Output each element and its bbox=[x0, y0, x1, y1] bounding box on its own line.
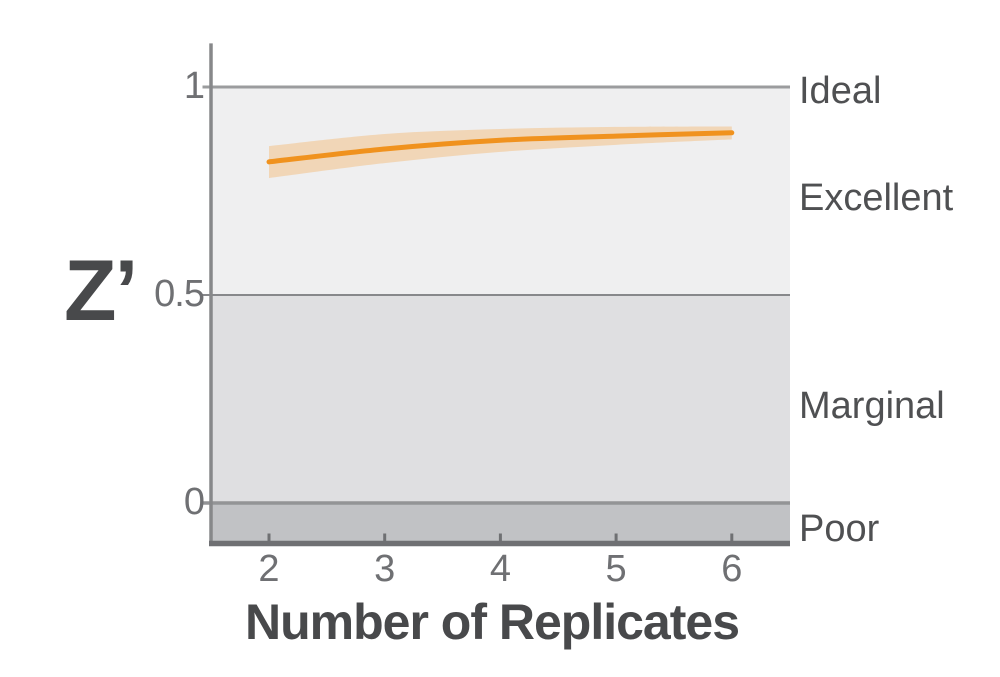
confidence-band bbox=[269, 126, 732, 179]
y-tick-label-0: 0 bbox=[183, 481, 205, 524]
x-tick-label-3: 3 bbox=[374, 548, 396, 590]
zone-marginal bbox=[211, 295, 790, 503]
y-tick-label-0.5: 0.5 bbox=[154, 273, 205, 316]
x-tick-label-4: 4 bbox=[489, 548, 511, 590]
y-tick-label-1: 1 bbox=[183, 65, 205, 108]
zone-label-ideal: Ideal bbox=[799, 70, 882, 113]
x-axis-title: Number of Replicates bbox=[244, 594, 740, 650]
x-tick-label-2: 2 bbox=[258, 548, 280, 590]
x-tick-label-5: 5 bbox=[605, 548, 627, 590]
x-tick-label-6: 6 bbox=[721, 548, 743, 590]
zone-label-marginal: Marginal bbox=[799, 385, 945, 428]
zone-ideal bbox=[211, 43, 790, 87]
zone-excellent bbox=[211, 87, 790, 295]
zone-label-poor: Poor bbox=[799, 507, 880, 550]
zone-label-excellent: Excellent bbox=[799, 177, 954, 220]
mean-line bbox=[266, 130, 735, 165]
y-axis-title: Z’ bbox=[64, 243, 138, 339]
